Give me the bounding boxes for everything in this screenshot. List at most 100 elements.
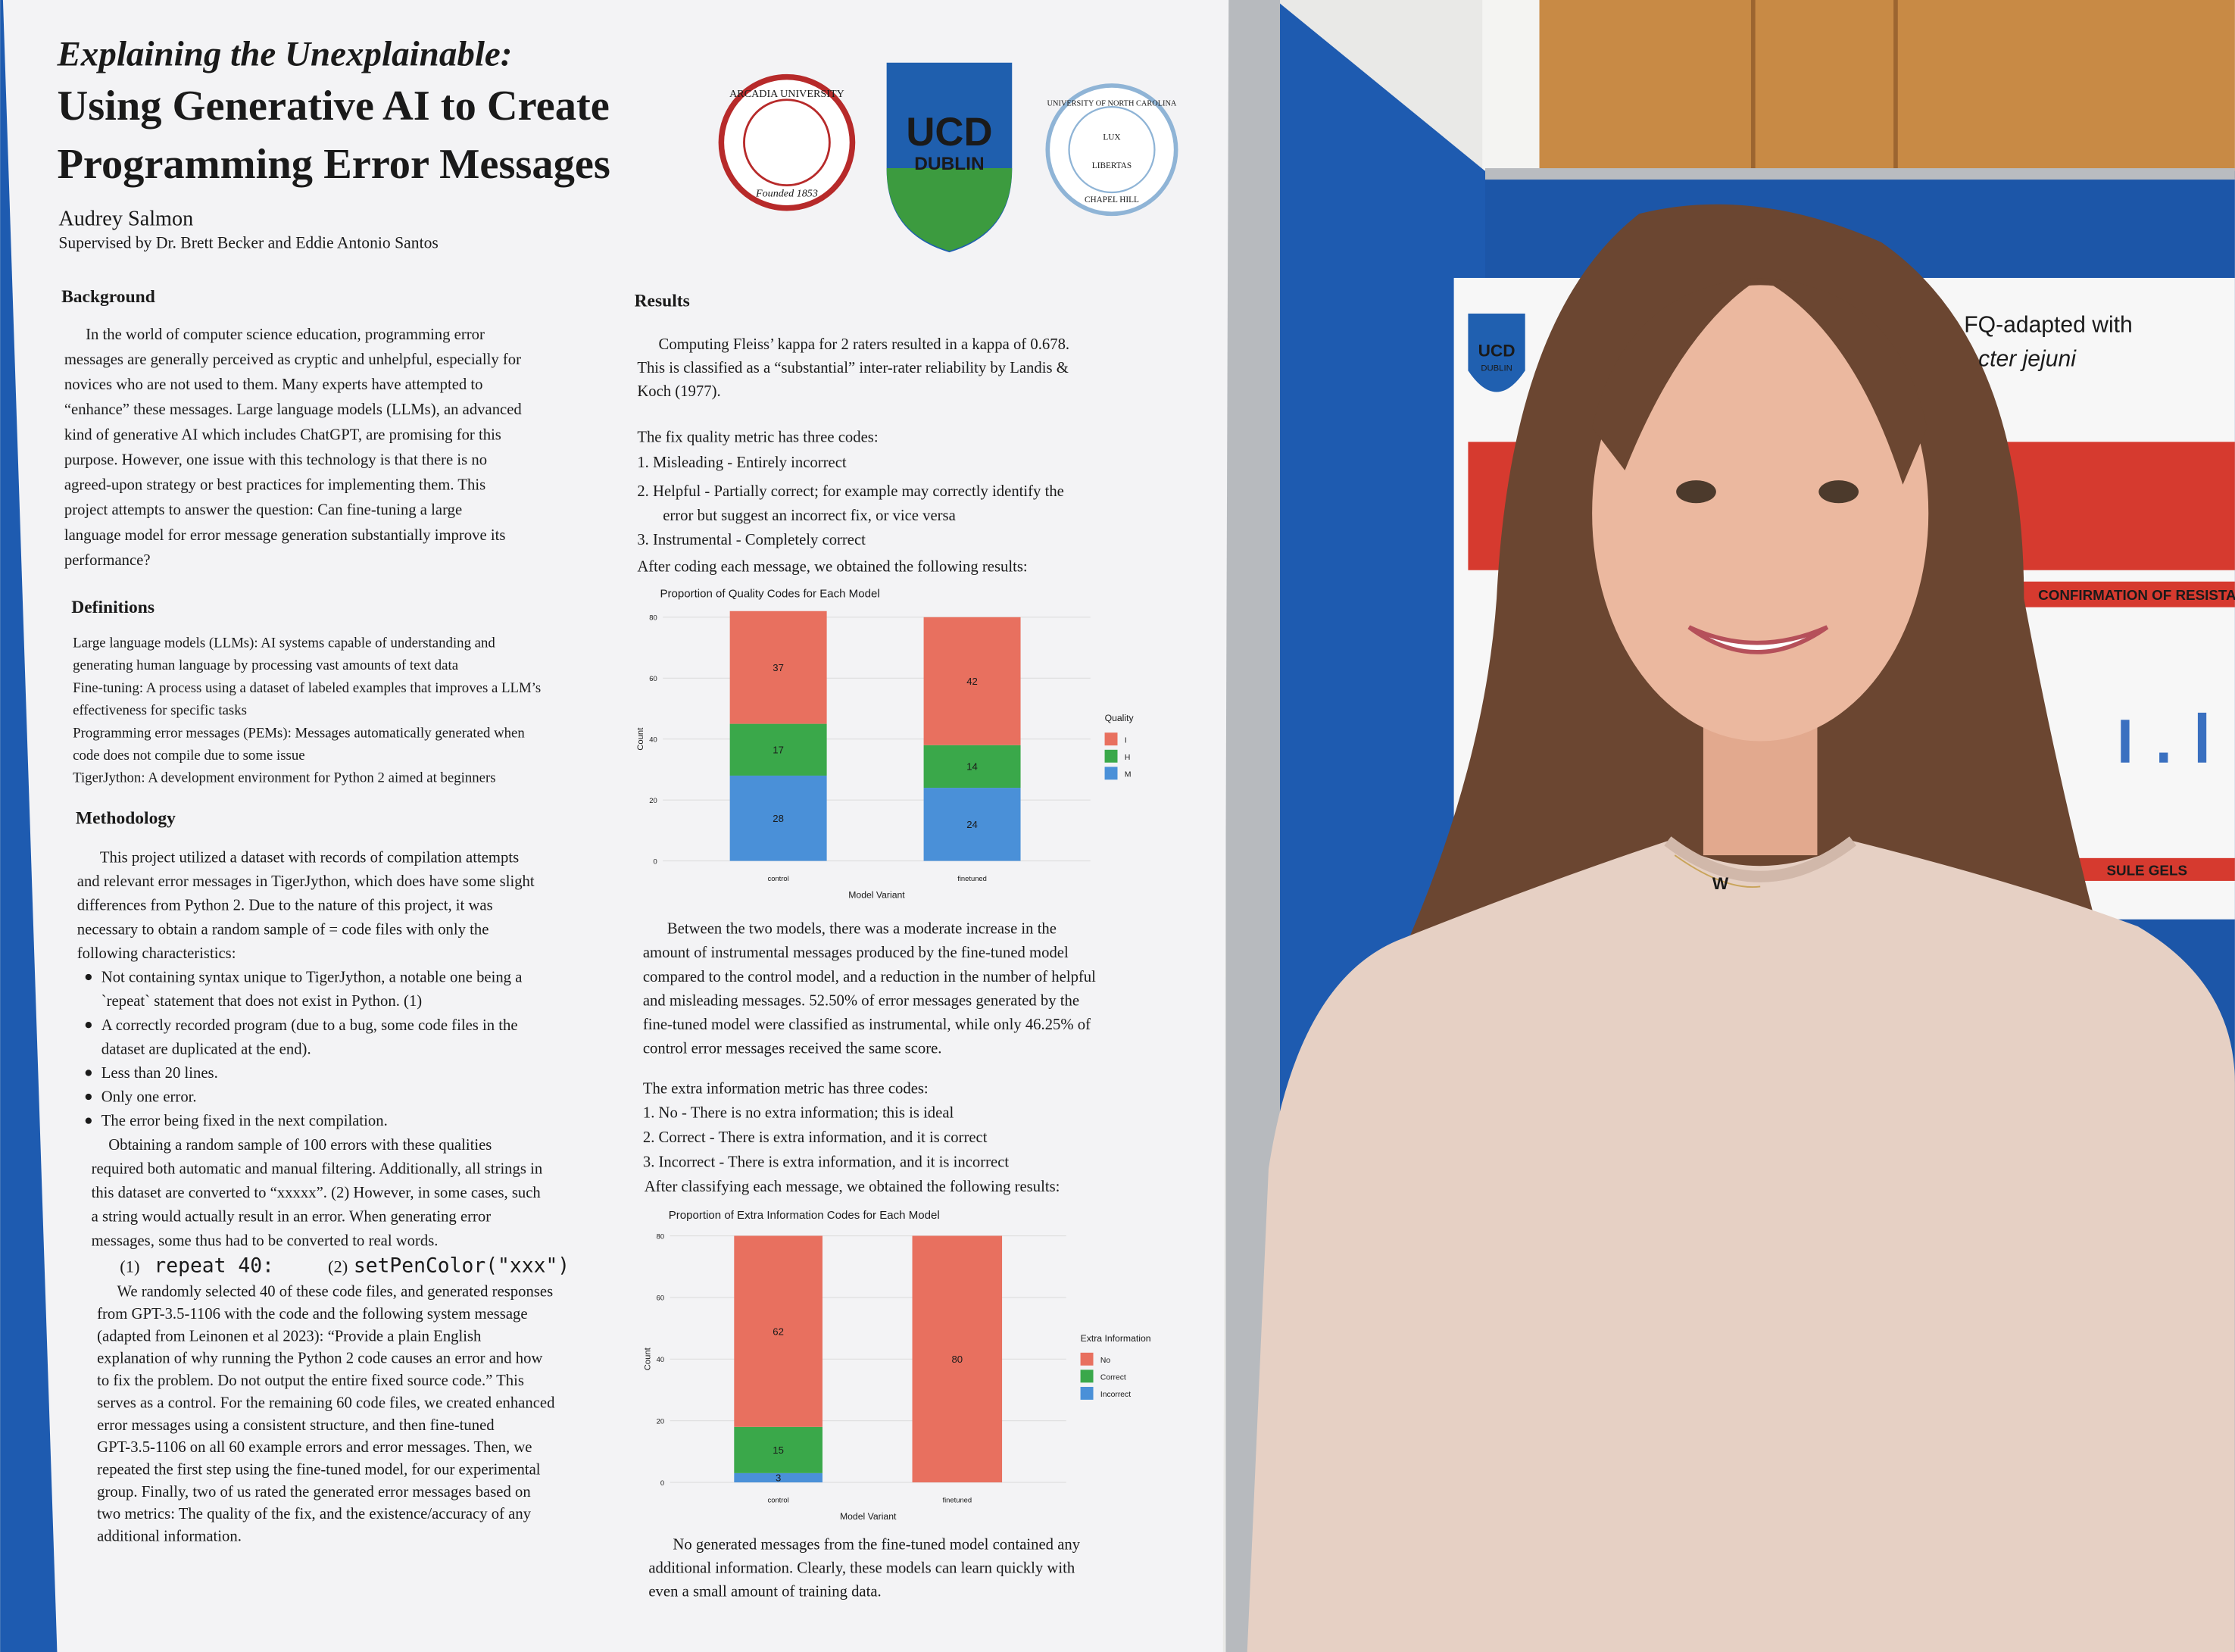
y-tick-label: 0 (653, 857, 657, 865)
body-line: amount of instrumental messages produced… (643, 945, 1069, 961)
legend-label: Incorrect (1100, 1391, 1131, 1399)
bar-segment (734, 1235, 823, 1427)
other-chart-bar (2121, 720, 2130, 763)
sweater (1247, 841, 2235, 1652)
y-tick-label: 80 (649, 614, 657, 622)
other-ucd-logo (1468, 313, 1525, 392)
body-line: serves as a control. For the remaining 6… (97, 1394, 555, 1411)
code: repeat 40: (154, 1255, 274, 1278)
body-line: compared to the control model, and a red… (643, 969, 1096, 985)
logo-text: UNIVERSITY OF NORTH CAROLINA (1047, 99, 1177, 108)
code: (2) (328, 1257, 348, 1276)
body-line: No generated messages from the fine-tune… (673, 1537, 1080, 1554)
y-tick-label: 40 (649, 735, 657, 743)
data-label: 37 (773, 662, 784, 673)
list-line: 2. Helpful - Partially correct; for exam… (637, 483, 1064, 500)
chart-title: Proportion of Quality Codes for Each Mod… (660, 587, 879, 600)
list-line: 2. Correct - There is extra information,… (643, 1129, 988, 1146)
body-line: Computing Fleiss’ kappa for 2 raters res… (659, 336, 1070, 353)
body-line: repeated the first step using the fine-t… (97, 1462, 541, 1479)
body-line: The extra information metric has three c… (643, 1080, 929, 1097)
bar-segment (923, 745, 1021, 789)
hair-fringe (1760, 277, 1928, 485)
list-line: 1. Misleading - Entirely incorrect (637, 454, 847, 471)
y-axis-label: Count (636, 727, 645, 751)
face (1592, 285, 1929, 742)
bar-segment (912, 1235, 1003, 1483)
legend-swatch (1080, 1352, 1094, 1366)
pillar (1482, 0, 1540, 179)
supervisors: Supervised by Dr. Brett Becker and Eddie… (58, 233, 439, 251)
other-text: DUBLIN (1481, 364, 1512, 373)
logo-text: DUBLIN (914, 154, 984, 174)
bullet-line: dataset are duplicated at the end). (101, 1041, 311, 1057)
x-tick-label: finetuned (957, 874, 987, 882)
body-line: language model for error message generat… (64, 527, 506, 544)
logo-text: ARCADIA UNIVERSITY (729, 88, 844, 100)
bullet (85, 1093, 92, 1101)
smile (1687, 625, 1829, 654)
body-line: We randomly selected 40 of these code fi… (117, 1284, 553, 1301)
bar-segment (729, 611, 827, 724)
unc-logo (1045, 83, 1178, 217)
code: (1) (120, 1257, 139, 1276)
y-tick-label: 40 (657, 1355, 664, 1363)
logo-text: LUX (1103, 133, 1120, 142)
chart-title: Proportion of Extra Information Codes fo… (669, 1209, 940, 1222)
definition-line: Large language models (LLMs): AI systems… (73, 635, 495, 651)
arcadia-logo (718, 73, 856, 211)
body-line: necessary to obtain a random sample of =… (77, 921, 489, 938)
unc-logo-ring (1068, 106, 1156, 194)
body-line: “enhance” these messages. Large language… (64, 401, 523, 418)
body-line: error messages using a consistent struct… (97, 1417, 495, 1434)
bullet-line: Not containing syntax unique to TigerJyt… (101, 970, 523, 986)
list-line: 3. Incorrect - There is extra informatio… (643, 1154, 1010, 1170)
body-line: (adapted from Leinonen et al 2023): “Pro… (97, 1328, 482, 1344)
body-line: and relevant error messages in TigerJyth… (77, 873, 535, 890)
bar-segment (923, 788, 1021, 861)
title-italic: Explaining the Unexplainable: (56, 35, 512, 74)
content: Explaining the Unexplainable: Using Gener… (56, 35, 2235, 1600)
body-line: from GPT-3.5-1106 with the code and the … (97, 1306, 527, 1323)
section-heading: Methodology (76, 809, 176, 829)
body-line: project attempts to answer the question:… (64, 502, 462, 519)
body-line: performance? (64, 552, 151, 569)
x-tick-label: finetuned (942, 1495, 972, 1504)
body-line: required both automatic and manual filte… (92, 1160, 543, 1177)
bullet-line: `repeat` statement that does not exist i… (101, 993, 422, 1010)
data-label: 62 (773, 1326, 784, 1337)
body-line: this dataset are converted to “xxxxx”. (… (92, 1185, 542, 1201)
section-heading: Definitions (71, 598, 155, 617)
body-line: additional information. (97, 1529, 242, 1545)
body-line: purpose. However, one issue with this te… (64, 451, 487, 468)
eye (1676, 480, 1716, 504)
body-line: The fix quality metric has three codes: (637, 429, 878, 445)
body-line: GPT-3.5-1106 on all 60 example errors an… (97, 1439, 532, 1456)
legend-swatch (1080, 1386, 1094, 1400)
x-tick-label: control (768, 1495, 789, 1504)
legend-swatch (1104, 732, 1118, 746)
other-text: FQ-adapted with (1964, 312, 2132, 337)
body-line: messages are generally perceived as cryp… (64, 351, 521, 368)
definition-line: TigerJython: A development environment f… (73, 770, 495, 786)
x-axis-label: Model Variant (848, 890, 905, 901)
body-line: following characteristics: (77, 945, 236, 962)
other-text: UCD (1478, 341, 1515, 360)
body-line: even a small amount of training data. (648, 1584, 881, 1600)
body-line: group. Finally, two of us rated the gene… (97, 1484, 531, 1501)
definition-line: generating human language by processing … (73, 657, 459, 673)
logo-text: LIBERTAS (1092, 161, 1132, 170)
y-tick-label: 80 (657, 1232, 664, 1240)
body-line: agreed-upon strategy or best practices f… (64, 477, 485, 494)
bullet-line: A correctly recorded program (due to a b… (101, 1017, 518, 1034)
sweater-collar (1664, 836, 1857, 882)
body-line: After classifying each message, we obtai… (645, 1179, 1060, 1195)
legend-title: Extra Information (1081, 1333, 1151, 1344)
bullet-line: The error being fixed in the next compil… (101, 1113, 388, 1129)
definition-line: Programming error messages (PEMs): Messa… (73, 725, 525, 741)
bullet (85, 1117, 92, 1124)
data-label: 28 (773, 813, 784, 824)
board-frame (1485, 168, 2235, 180)
other-chart-bar (2197, 712, 2207, 763)
